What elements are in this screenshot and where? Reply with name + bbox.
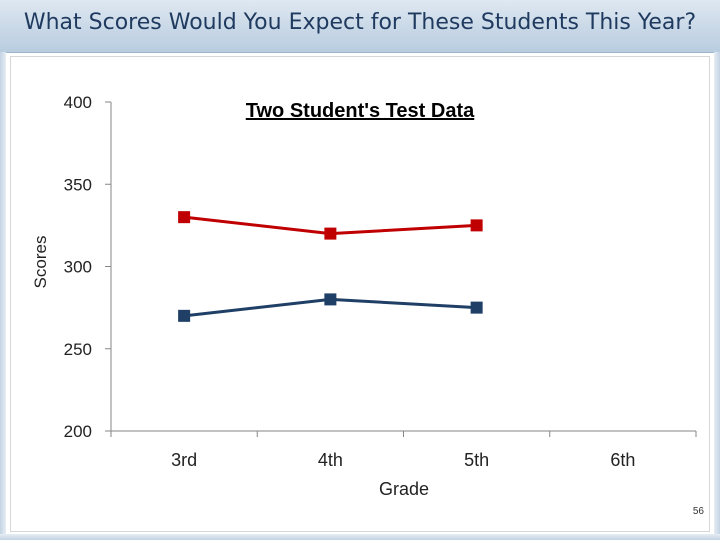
data-point-marker [178, 211, 191, 224]
frame-left-border [0, 52, 6, 540]
slide-header: What Scores Would You Expect for These S… [0, 0, 720, 53]
y-tick-label: 250 [64, 340, 92, 359]
slide-title: What Scores Would You Expect for These S… [23, 10, 697, 35]
y-tick-label: 400 [64, 93, 92, 112]
y-tick-label: 200 [64, 422, 92, 441]
chart-area [10, 56, 710, 532]
data-point-marker [470, 301, 483, 314]
axes: 200 250 300 350 400 3rd 4th 5th 6th [64, 93, 697, 470]
data-point-marker [324, 227, 337, 240]
x-tick-label: 5th [464, 450, 489, 470]
x-tick-label: 3rd [171, 450, 197, 470]
data-point-marker [178, 309, 191, 322]
frame-bottom-border [0, 534, 720, 540]
data-point-marker [324, 293, 337, 306]
chart-title: Two Student's Test Data [246, 100, 475, 122]
y-tick-label: 350 [64, 175, 92, 194]
data-point-marker [470, 219, 483, 232]
frame-right-border [714, 52, 720, 540]
x-tick-label: 6th [610, 450, 635, 470]
series-layer [178, 211, 483, 322]
x-tick-label: 4th [318, 450, 343, 470]
page-number: 56 [692, 506, 704, 517]
x-axis-title: Grade [379, 479, 429, 499]
y-axis-title: Scores [31, 236, 50, 289]
y-tick-label: 300 [64, 258, 92, 277]
